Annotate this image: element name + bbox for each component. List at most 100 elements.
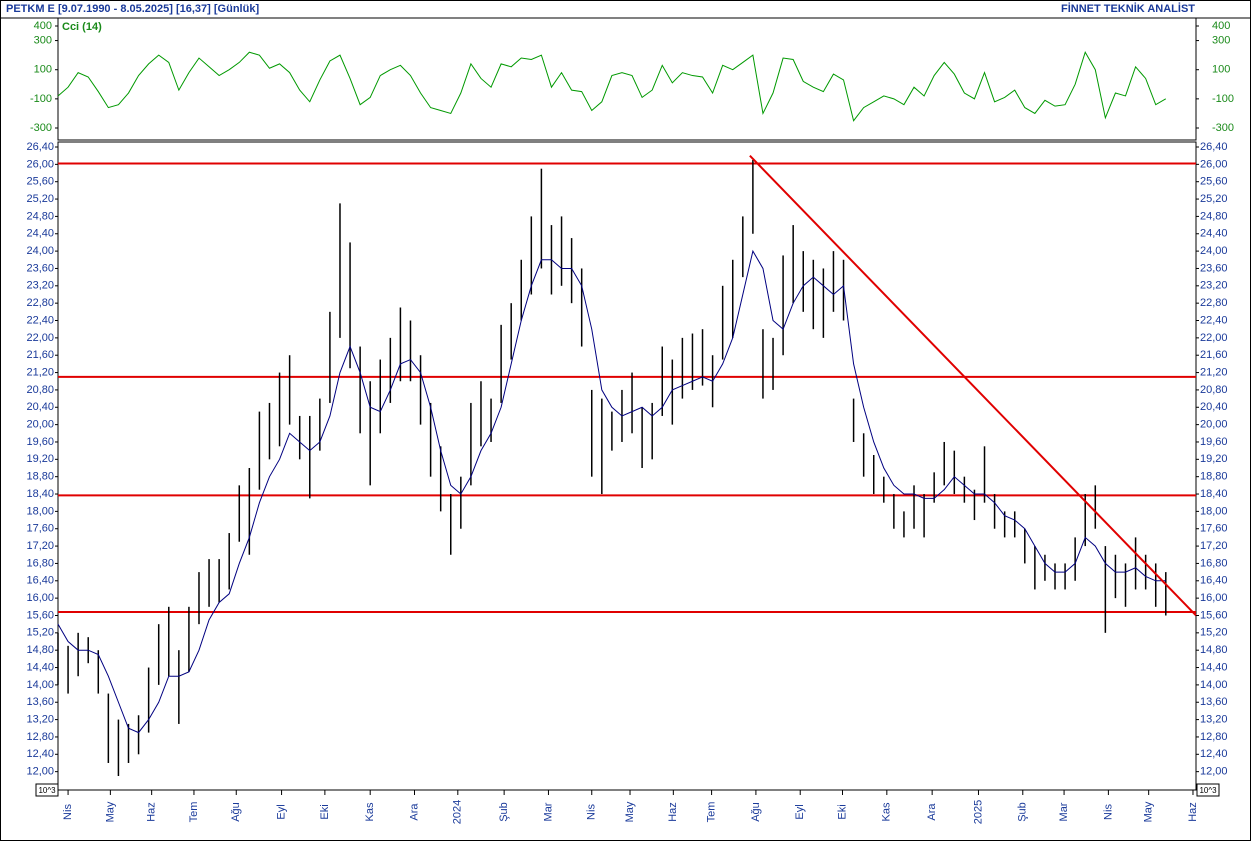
y-tick-label: 26,00 xyxy=(1200,158,1228,170)
y-tick-label: 15,20 xyxy=(1200,627,1228,639)
brand: FİNNET TEKNİK ANALİST xyxy=(1061,2,1195,15)
chart-title: PETKM E [9.07.1990 - 8.05.2025] [16,37] … xyxy=(6,3,259,15)
y-tick-label: 16,80 xyxy=(1200,557,1228,569)
cci-panel xyxy=(57,17,1197,141)
cci-tick-label: 100 xyxy=(34,64,52,76)
y-tick-label: 22,00 xyxy=(1200,332,1228,344)
y-tick-label: 16,40 xyxy=(1200,575,1228,587)
y-tick-label: 25,60 xyxy=(26,176,54,188)
y-tick-label: 25,60 xyxy=(1200,176,1228,188)
y-tick-label: 24,00 xyxy=(1200,245,1228,257)
x-tick-label: May xyxy=(624,801,636,822)
x-tick-label: Mar xyxy=(1058,802,1070,821)
y-tick-label: 17,20 xyxy=(26,540,54,552)
y-tick-label: 23,20 xyxy=(26,280,54,292)
x-tick-label: Haz xyxy=(146,802,158,822)
y-tick-label: 14,80 xyxy=(1200,644,1228,656)
x-tick-label: Kas xyxy=(881,802,893,821)
x-tick-label: Nis xyxy=(62,804,74,820)
x-tick-label: Eyl xyxy=(794,804,806,819)
y-tick-label: 16,40 xyxy=(26,575,54,587)
y-tick-label: 21,20 xyxy=(1200,366,1228,378)
y-tick-label: 16,00 xyxy=(26,592,54,604)
y-tick-label: 13,20 xyxy=(26,714,54,726)
x-tick-label: 2024 xyxy=(452,800,464,824)
y-tick-label: 15,20 xyxy=(26,627,54,639)
y-tick-label: 20,40 xyxy=(1200,401,1228,413)
y-tick-label: 17,60 xyxy=(1200,523,1228,535)
moving-average xyxy=(57,249,1166,734)
x-tick-label: Şub xyxy=(498,802,510,822)
y-tick-label: 19,60 xyxy=(1200,436,1228,448)
y-tick-label: 18,40 xyxy=(26,488,54,500)
y-tick-label: 22,80 xyxy=(26,297,54,309)
x-tick-label: Kas xyxy=(364,802,376,821)
y-tick-label: 13,60 xyxy=(26,696,54,708)
y-tick-label: 22,80 xyxy=(1200,297,1228,309)
y-tick-label: 26,40 xyxy=(26,141,54,153)
y-tick-label: 24,80 xyxy=(26,210,54,222)
x-tick-label: Eyl xyxy=(275,804,287,819)
x-tick-label: Haz xyxy=(667,802,679,822)
x-tick-label: Şub xyxy=(1017,802,1029,822)
y-tick-label: 12,40 xyxy=(1200,748,1228,760)
y-tick-label: 21,20 xyxy=(26,366,54,378)
y-tick-label: 23,20 xyxy=(1200,280,1228,292)
y-tick-label: 25,20 xyxy=(26,193,54,205)
y-tick-label: 23,60 xyxy=(26,262,54,274)
x-tick-label: 2025 xyxy=(972,800,984,824)
x-tick-label: Ara xyxy=(926,803,938,821)
y-tick-label: 19,20 xyxy=(1200,453,1228,465)
cci-tick-label: -300 xyxy=(1212,122,1234,134)
y-tick-label: 25,20 xyxy=(1200,193,1228,205)
x-tick-label: Tem xyxy=(706,802,718,823)
y-tick-label: 18,80 xyxy=(1200,471,1228,483)
y-tick-label: 14,00 xyxy=(1200,679,1228,691)
y-tick-label: 18,00 xyxy=(26,505,54,517)
cci-line xyxy=(57,50,1167,122)
y-tick-label: 21,60 xyxy=(1200,349,1228,361)
y-tick-label: 20,00 xyxy=(1200,419,1228,431)
y-tick-label: 19,20 xyxy=(26,453,54,465)
y-tick-label: 22,40 xyxy=(26,314,54,326)
y-tick-label: 20,80 xyxy=(26,384,54,396)
cci-tick-label: -300 xyxy=(30,122,52,134)
y-tick-label: 20,40 xyxy=(26,401,54,413)
y-tick-label: 18,80 xyxy=(26,471,54,483)
y-tick-label: 12,80 xyxy=(26,731,54,743)
cci-tick-label: 300 xyxy=(1212,34,1230,46)
x-tick-label: Mar xyxy=(542,802,554,821)
x-tick-label: May xyxy=(104,801,116,822)
y-tick-label: 12,00 xyxy=(26,766,54,778)
y-tick-label: 14,40 xyxy=(26,661,54,673)
unit-label: 10^3 xyxy=(1199,786,1217,795)
x-tick-label: Ağu xyxy=(230,802,242,822)
y-tick-label: 14,00 xyxy=(26,679,54,691)
y-tick-label: 16,80 xyxy=(26,557,54,569)
y-tick-label: 12,40 xyxy=(26,748,54,760)
y-tick-label: 20,80 xyxy=(1200,384,1228,396)
y-tick-label: 17,60 xyxy=(26,523,54,535)
y-tick-label: 24,40 xyxy=(26,228,54,240)
y-tick-label: 20,00 xyxy=(26,419,54,431)
cci-tick-label: -100 xyxy=(1212,93,1234,105)
y-tick-label: 15,60 xyxy=(26,609,54,621)
y-tick-label: 21,60 xyxy=(26,349,54,361)
unit-label: 10^3 xyxy=(38,786,56,795)
trend-line xyxy=(749,154,1197,617)
x-tick-label: Ara xyxy=(408,803,420,821)
y-tick-label: 18,40 xyxy=(1200,488,1228,500)
y-tick-label: 26,00 xyxy=(26,158,54,170)
y-tick-label: 13,20 xyxy=(1200,714,1228,726)
y-tick-label: 22,40 xyxy=(1200,314,1228,326)
x-tick-label: Nis xyxy=(586,804,598,820)
y-tick-label: 12,80 xyxy=(1200,731,1228,743)
y-tick-label: 26,40 xyxy=(1200,141,1228,153)
y-tick-label: 23,60 xyxy=(1200,262,1228,274)
x-tick-label: Eki xyxy=(319,804,331,819)
y-tick-label: 24,00 xyxy=(26,245,54,257)
y-tick-label: 24,80 xyxy=(1200,210,1228,222)
y-tick-label: 15,60 xyxy=(1200,609,1228,621)
